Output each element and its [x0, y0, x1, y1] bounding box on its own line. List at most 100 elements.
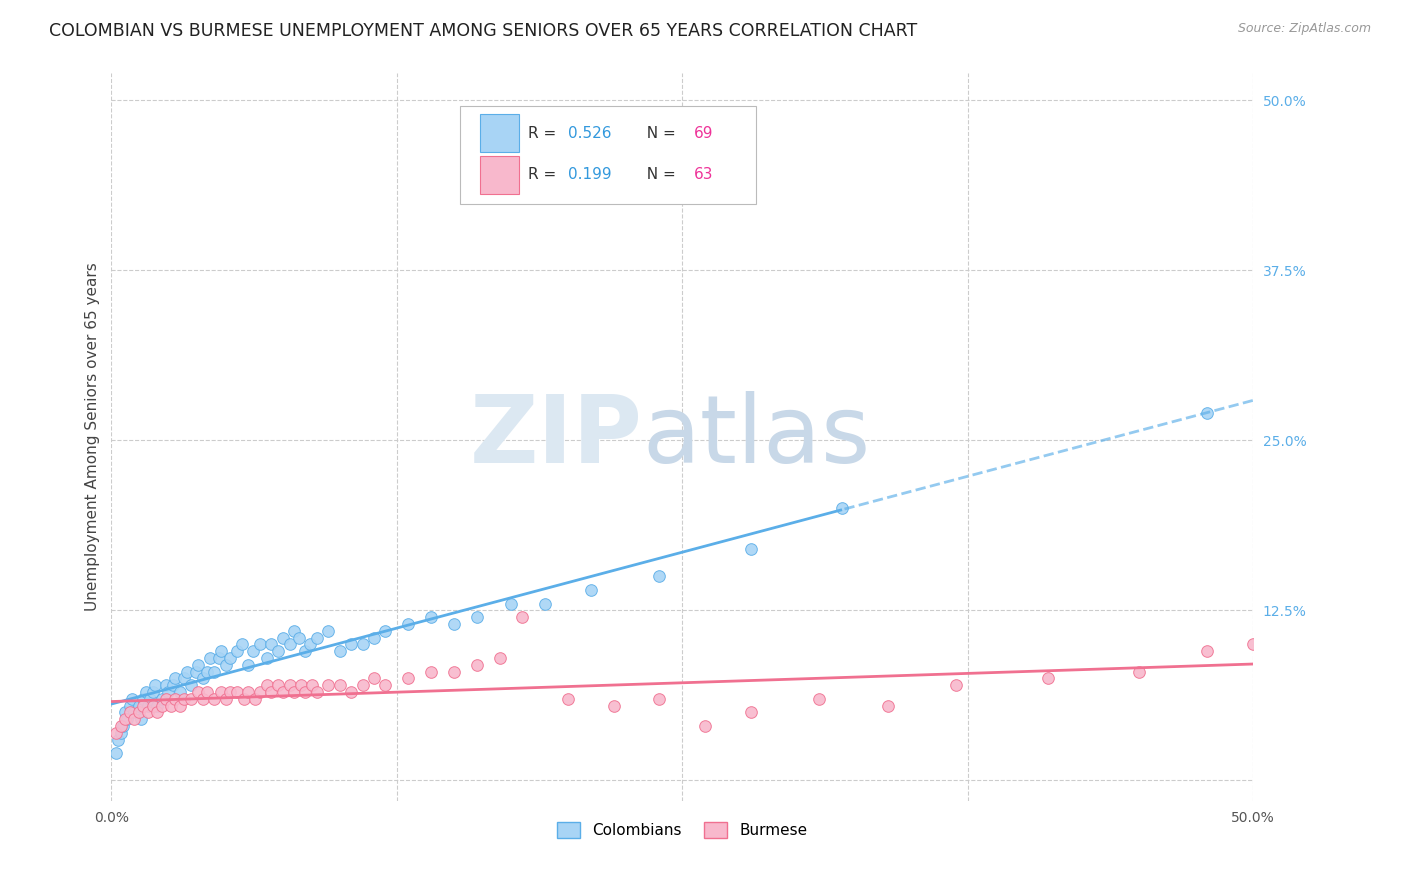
- Point: [104, 746, 127, 760]
- Point: [107, 732, 129, 747]
- Point: [238, 657, 260, 672]
- Point: [226, 644, 249, 658]
- Point: [374, 624, 396, 638]
- Point: [146, 698, 169, 713]
- Point: [693, 719, 716, 733]
- Point: [465, 657, 488, 672]
- Point: [256, 678, 278, 692]
- Point: [128, 698, 150, 713]
- Point: [260, 685, 283, 699]
- Point: [232, 691, 254, 706]
- Point: [132, 691, 155, 706]
- Point: [150, 691, 173, 706]
- Point: [396, 672, 419, 686]
- Point: [352, 637, 374, 651]
- Text: R =: R =: [529, 126, 561, 141]
- Point: [214, 657, 236, 672]
- Point: [150, 698, 173, 713]
- Point: [104, 726, 127, 740]
- Text: N =: N =: [637, 126, 681, 141]
- Point: [512, 610, 534, 624]
- Point: [329, 678, 352, 692]
- Text: R =: R =: [529, 168, 561, 182]
- Point: [1197, 644, 1219, 658]
- Point: [111, 719, 134, 733]
- Point: [242, 644, 264, 658]
- Point: [114, 706, 136, 720]
- Point: [159, 698, 181, 713]
- Point: [219, 651, 242, 665]
- Point: [271, 685, 294, 699]
- Point: [121, 691, 143, 706]
- Point: [135, 685, 157, 699]
- Text: atlas: atlas: [643, 391, 870, 483]
- Point: [443, 665, 465, 679]
- Point: [231, 637, 253, 651]
- Point: [198, 651, 221, 665]
- Point: [136, 698, 159, 713]
- Point: [169, 698, 191, 713]
- Point: [132, 698, 155, 713]
- Point: [155, 691, 177, 706]
- Legend: Colombians, Burmese: Colombians, Burmese: [551, 816, 814, 844]
- Point: [155, 678, 177, 692]
- Point: [191, 672, 214, 686]
- Point: [534, 597, 557, 611]
- Y-axis label: Unemployment Among Seniors over 65 years: Unemployment Among Seniors over 65 years: [86, 262, 100, 611]
- Point: [122, 706, 145, 720]
- Point: [136, 706, 159, 720]
- Point: [294, 685, 316, 699]
- Point: [157, 685, 180, 699]
- Point: [114, 712, 136, 726]
- Point: [118, 698, 141, 713]
- Point: [648, 691, 671, 706]
- Point: [195, 685, 218, 699]
- Point: [110, 726, 132, 740]
- Point: [499, 597, 522, 611]
- Point: [143, 678, 166, 692]
- Point: [363, 672, 385, 686]
- FancyBboxPatch shape: [481, 156, 519, 194]
- Point: [340, 685, 363, 699]
- Point: [180, 678, 202, 692]
- Point: [245, 691, 267, 706]
- Point: [226, 685, 249, 699]
- Point: [146, 706, 169, 720]
- Point: [488, 651, 510, 665]
- Point: [1197, 406, 1219, 420]
- Point: [294, 644, 316, 658]
- Point: [290, 678, 312, 692]
- Point: [363, 631, 385, 645]
- Point: [299, 637, 322, 651]
- Point: [648, 569, 671, 583]
- Point: [396, 617, 419, 632]
- Text: 63: 63: [693, 168, 713, 182]
- Point: [305, 631, 328, 645]
- Point: [118, 706, 141, 720]
- Point: [173, 691, 195, 706]
- Point: [278, 637, 301, 651]
- Point: [128, 706, 150, 720]
- Point: [278, 678, 301, 692]
- Point: [139, 691, 162, 706]
- Point: [208, 651, 231, 665]
- Point: [214, 691, 236, 706]
- Point: [191, 691, 214, 706]
- Text: 0.199: 0.199: [568, 168, 612, 182]
- Point: [420, 665, 443, 679]
- Point: [318, 678, 340, 692]
- Text: 69: 69: [693, 126, 713, 141]
- Point: [301, 678, 323, 692]
- Point: [831, 501, 853, 516]
- Point: [202, 665, 225, 679]
- Point: [374, 678, 396, 692]
- Point: [1036, 672, 1059, 686]
- Point: [305, 685, 328, 699]
- Point: [162, 678, 184, 692]
- FancyBboxPatch shape: [460, 106, 756, 204]
- Point: [352, 678, 374, 692]
- Point: [557, 691, 579, 706]
- Point: [283, 685, 305, 699]
- Point: [249, 685, 271, 699]
- Point: [117, 712, 139, 726]
